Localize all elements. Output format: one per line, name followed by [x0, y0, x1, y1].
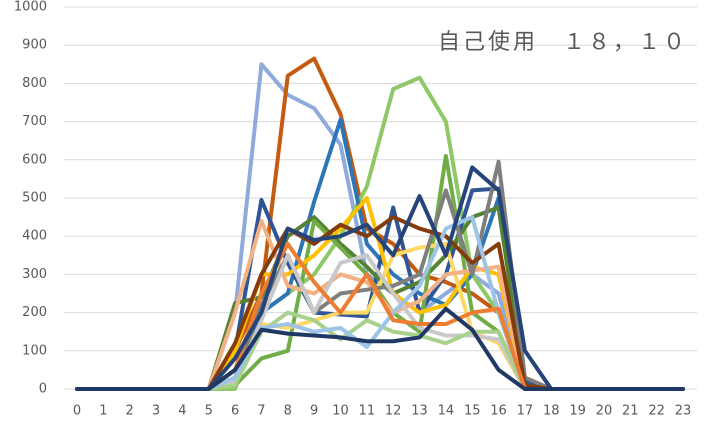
x-tick-label: 0 [73, 404, 81, 419]
x-tick-label: 6 [231, 404, 239, 419]
x-tick-label: 18 [543, 404, 560, 419]
y-tick-label: 600 [22, 152, 47, 167]
y-tick-label: 800 [22, 76, 47, 91]
x-tick-label: 9 [310, 404, 318, 419]
x-tick-label: 12 [385, 404, 402, 419]
x-tick-label: 11 [359, 404, 376, 419]
x-tick-label: 10 [332, 404, 349, 419]
x-tick-label: 20 [596, 404, 613, 419]
y-tick-label: 200 [22, 305, 47, 320]
x-tick-label: 19 [569, 404, 586, 419]
x-tick-label: 17 [517, 404, 534, 419]
series-line [75, 253, 685, 391]
chart-title: 自己使用 １８，１０ [438, 30, 688, 55]
x-tick-label: 14 [438, 404, 455, 419]
x-tick-label: 3 [152, 404, 160, 419]
x-tick-label: 8 [284, 404, 292, 419]
y-tick-label: 400 [22, 229, 47, 244]
x-tick-label: 22 [648, 404, 665, 419]
x-tick-label: 5 [205, 404, 213, 419]
x-tick-label: 4 [178, 404, 186, 419]
y-tick-label: 500 [22, 191, 47, 206]
x-tick-label: 7 [257, 404, 265, 419]
y-tick-label: 0 [39, 382, 47, 397]
y-tick-label: 300 [22, 267, 47, 282]
series-line [75, 306, 685, 391]
x-tick-label: 16 [490, 404, 507, 419]
y-tick-label: 100 [22, 343, 47, 358]
x-tick-label: 13 [411, 404, 428, 419]
x-tick-label: 23 [675, 404, 692, 419]
y-tick-label: 700 [22, 114, 47, 129]
x-tick-label: 21 [622, 404, 639, 419]
y-tick-label: 900 [22, 38, 47, 53]
x-tick-label: 2 [126, 404, 134, 419]
x-tick-label: 1 [99, 404, 107, 419]
y-tick-label: 1000 [14, 0, 47, 15]
plot-area [75, 56, 685, 391]
x-tick-label: 15 [464, 404, 481, 419]
